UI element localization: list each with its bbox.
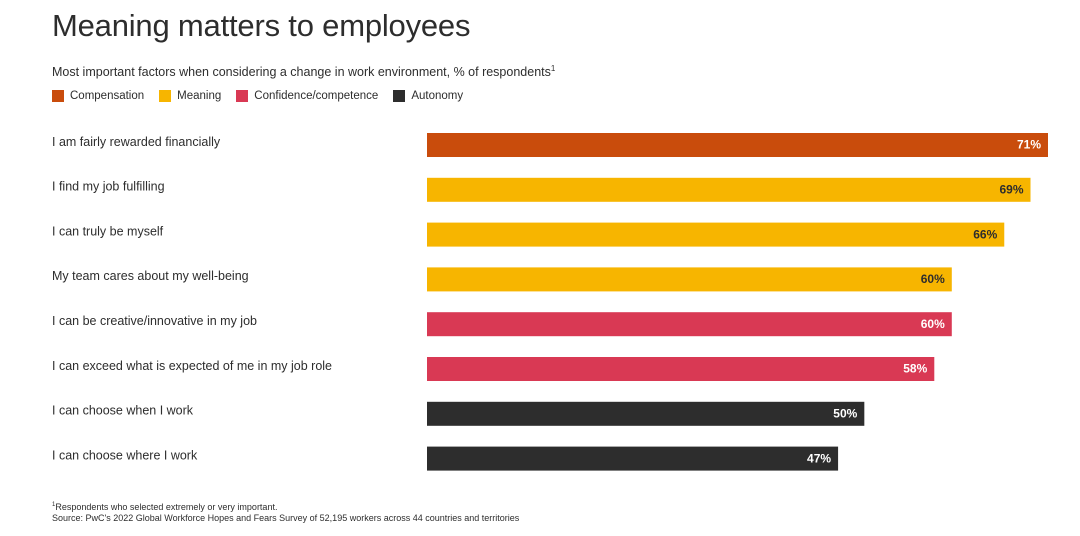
bar bbox=[427, 267, 952, 292]
category-label: I can choose where I work bbox=[52, 448, 198, 462]
category-label: I can truly be myself bbox=[52, 224, 164, 238]
category-label: I can exceed what is expected of me in m… bbox=[52, 359, 332, 373]
bar bbox=[427, 357, 935, 381]
bar bbox=[427, 312, 952, 337]
bar-value-label: 50% bbox=[833, 406, 857, 420]
subtitle-text: Most important factors when considering … bbox=[52, 65, 551, 80]
footnote-note: 1Respondents who selected extremely or v… bbox=[52, 500, 519, 513]
legend-item-confidence: Confidence/competence bbox=[236, 90, 378, 102]
category-label: I am fairly rewarded financially bbox=[52, 135, 221, 149]
legend-swatch-meaning bbox=[159, 90, 172, 102]
bar bbox=[427, 222, 1005, 247]
legend-item-compensation: Compensation bbox=[52, 90, 144, 102]
legend-label-meaning: Meaning bbox=[177, 90, 222, 102]
bar-value-label: 71% bbox=[1017, 138, 1041, 152]
category-label: I can be creative/innovative in my job bbox=[52, 314, 257, 328]
footnote-note-text: Respondents who selected extremely or ve… bbox=[55, 502, 278, 512]
bar-value-label: 66% bbox=[973, 227, 997, 241]
bar-chart: I am fairly rewarded financially 71% I fin… bbox=[52, 133, 1048, 471]
bar-value-label: 47% bbox=[807, 451, 831, 465]
legend-swatch-autonomy bbox=[393, 90, 406, 102]
legend-swatch-confidence bbox=[236, 90, 249, 102]
footnotes: 1Respondents who selected extremely or v… bbox=[52, 500, 519, 524]
bar-value-label: 69% bbox=[999, 182, 1023, 196]
legend-item-autonomy: Autonomy bbox=[393, 90, 463, 102]
category-label: I can choose when I work bbox=[52, 404, 194, 418]
chart-subtitle: Most important factors when considering … bbox=[52, 64, 555, 79]
category-label: My team cares about my well-being bbox=[52, 269, 249, 283]
bar bbox=[427, 401, 865, 426]
legend-item-meaning: Meaning bbox=[159, 90, 221, 102]
footnote-source: Source: PwC's 2022 Global Workforce Hope… bbox=[52, 513, 520, 523]
category-label: I find my job fulfilling bbox=[52, 180, 165, 194]
chart-title: Meaning matters to employees bbox=[52, 8, 471, 43]
bar bbox=[427, 177, 1031, 202]
bar-value-label: 60% bbox=[921, 317, 945, 331]
legend: Compensation Meaning Confidence/competen… bbox=[52, 90, 478, 102]
bar-value-label: 58% bbox=[903, 362, 927, 376]
legend-label-compensation: Compensation bbox=[70, 90, 145, 102]
bar-value-label: 60% bbox=[921, 272, 945, 286]
bar bbox=[427, 133, 1048, 157]
legend-label-confidence: Confidence/competence bbox=[254, 90, 379, 102]
footnote-mark: 1 bbox=[52, 502, 56, 508]
legend-label-autonomy: Autonomy bbox=[411, 90, 464, 102]
legend-swatch-compensation bbox=[52, 90, 64, 102]
subtitle-footnote-mark: 1 bbox=[550, 64, 556, 73]
bar bbox=[427, 446, 839, 471]
